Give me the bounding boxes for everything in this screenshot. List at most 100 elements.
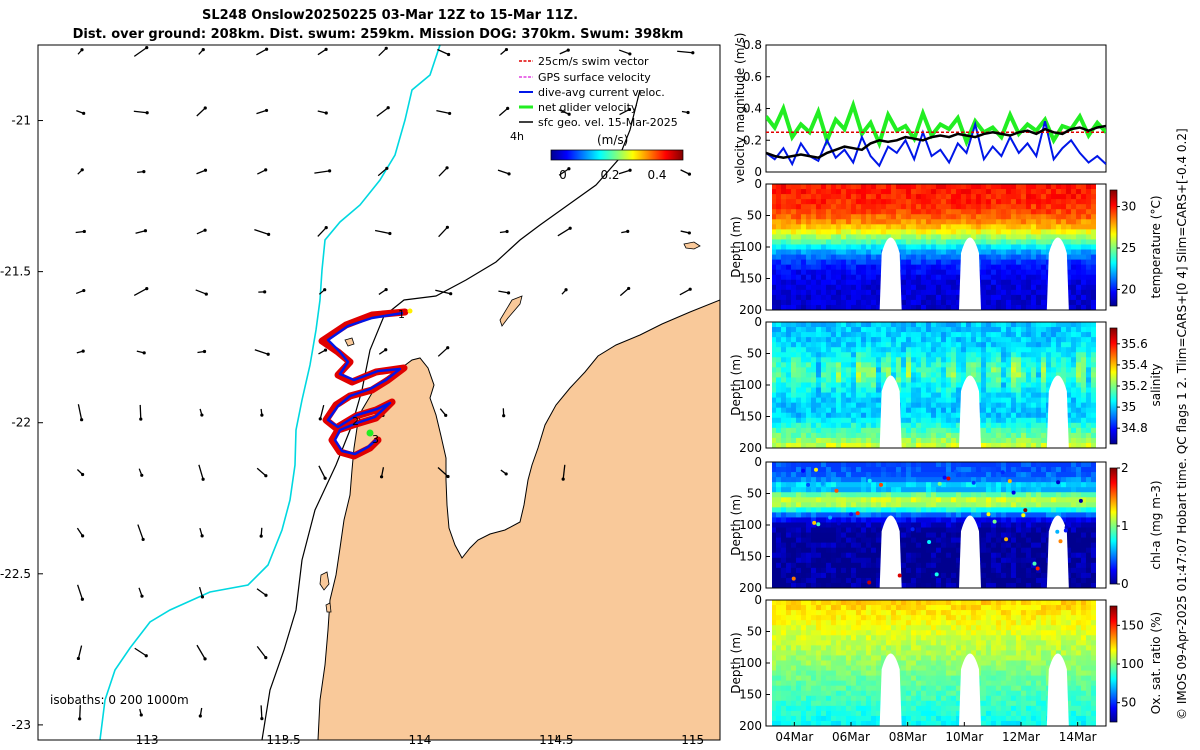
section-cell xyxy=(946,472,952,478)
section-cell xyxy=(926,194,932,200)
section-cell xyxy=(1066,387,1072,394)
section-cell xyxy=(911,279,917,286)
section-cell xyxy=(786,467,792,473)
section-cell xyxy=(951,209,957,215)
section-cell xyxy=(796,362,802,368)
section-cell xyxy=(861,537,867,544)
section-cell xyxy=(1091,259,1097,266)
section-cell xyxy=(816,417,822,424)
section-cell xyxy=(956,229,962,235)
section-cell xyxy=(961,472,967,478)
section-cell xyxy=(926,224,932,230)
section-cell xyxy=(991,402,997,409)
section-cell xyxy=(986,417,992,424)
section-cell xyxy=(836,527,842,534)
section-cell xyxy=(1026,229,1032,235)
section-cell xyxy=(826,412,832,419)
section-cell xyxy=(871,214,877,220)
section-cell xyxy=(1091,204,1097,210)
section-cell xyxy=(1006,362,1012,368)
section-cell xyxy=(1086,269,1092,276)
section-cell xyxy=(951,422,957,429)
section-cell xyxy=(941,532,947,539)
section-cell xyxy=(796,229,802,235)
section-cell xyxy=(771,219,777,225)
section-cell xyxy=(971,224,977,230)
section-cell xyxy=(786,239,792,246)
section-cell xyxy=(801,412,807,419)
section-cell xyxy=(861,497,867,503)
section-cell xyxy=(816,422,822,429)
section-cell xyxy=(776,199,782,205)
section-cell xyxy=(986,332,992,338)
section-cell xyxy=(906,279,912,286)
section-cell xyxy=(996,367,1002,373)
section-cell xyxy=(811,462,817,468)
section-cell xyxy=(811,284,817,291)
section-cell xyxy=(841,552,847,559)
section-cell xyxy=(986,532,992,539)
section-cell xyxy=(961,462,967,468)
section-cell xyxy=(961,209,967,215)
section-cell xyxy=(811,482,817,488)
section-cell xyxy=(1081,204,1087,210)
section-cell xyxy=(991,432,997,439)
section-cell xyxy=(1001,427,1007,434)
section-cell xyxy=(776,477,782,483)
section-cell xyxy=(986,382,992,389)
section-cell xyxy=(856,327,862,333)
geo-arrowhead xyxy=(324,226,328,230)
section-cell xyxy=(1036,377,1042,384)
section-cell xyxy=(1011,462,1017,468)
section-cell xyxy=(866,552,872,559)
section-cell xyxy=(791,557,797,564)
section-cell xyxy=(901,239,907,246)
section-cell xyxy=(956,322,962,328)
section-cell xyxy=(796,422,802,429)
section-cell xyxy=(996,512,1002,519)
section-cell xyxy=(796,204,802,210)
geo-arrow xyxy=(557,227,571,237)
section-cell xyxy=(841,577,847,584)
section-cell xyxy=(876,322,882,328)
section-cell xyxy=(956,577,962,584)
section-cell xyxy=(1036,372,1042,379)
section-cell xyxy=(1016,327,1022,333)
section-cell xyxy=(806,462,812,468)
geo-arrowhead xyxy=(628,52,632,56)
section-cell xyxy=(821,209,827,215)
section-cell xyxy=(846,382,852,389)
section-cell xyxy=(861,284,867,291)
section-cell xyxy=(781,299,787,306)
section-cell xyxy=(826,507,832,513)
section-cell xyxy=(1026,199,1032,205)
section-cell xyxy=(866,199,872,205)
section-cell xyxy=(1006,537,1012,544)
section-cell xyxy=(791,304,797,310)
section-cell xyxy=(856,352,862,358)
section-cell xyxy=(916,487,922,493)
section-cell xyxy=(816,567,822,574)
section-gap xyxy=(1046,375,1069,448)
section-cell xyxy=(1001,567,1007,574)
section-cell xyxy=(981,517,987,524)
section-cell xyxy=(856,362,862,368)
section-cell xyxy=(811,382,817,389)
geo-arrow xyxy=(498,107,509,117)
section-cell xyxy=(1006,284,1012,291)
section-cell xyxy=(1016,467,1022,473)
section-cell xyxy=(1086,239,1092,246)
section-cell xyxy=(861,347,867,353)
section-cell xyxy=(911,372,917,379)
section-cell xyxy=(871,239,877,246)
section-cell xyxy=(946,402,952,409)
section-cell xyxy=(851,492,857,498)
section-cell xyxy=(1036,274,1042,281)
section-cell xyxy=(1051,229,1057,235)
section-cell xyxy=(981,259,987,266)
section-cell xyxy=(896,357,902,363)
section-cell xyxy=(846,274,852,281)
section-cell xyxy=(996,497,1002,503)
section-cell xyxy=(781,332,787,338)
section-cell xyxy=(946,537,952,544)
